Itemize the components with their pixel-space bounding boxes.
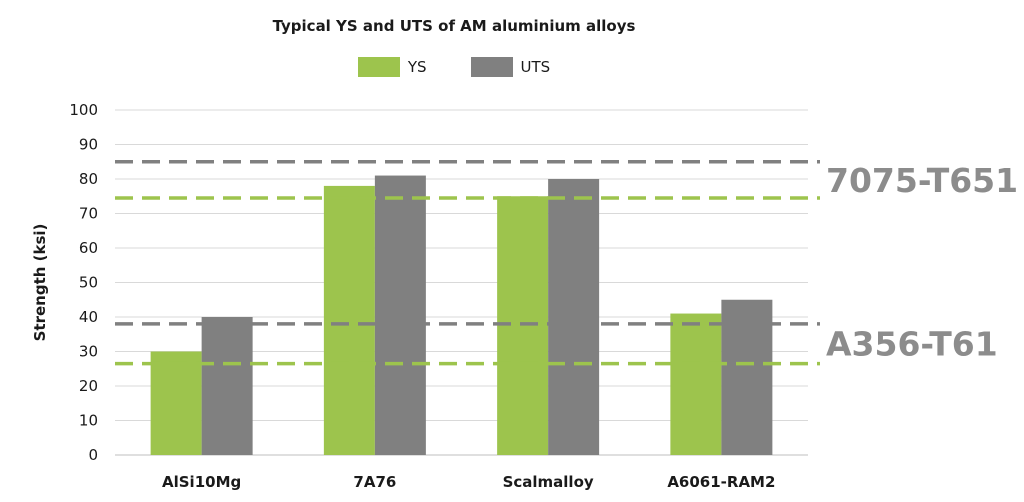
y-tick-label-70: 70 bbox=[79, 205, 98, 223]
legend: YS UTS bbox=[0, 57, 908, 77]
y-tick-label-20: 20 bbox=[79, 377, 98, 395]
y-axis-label: Strength (ksi) bbox=[31, 224, 49, 342]
legend-item-uts: UTS bbox=[470, 57, 551, 77]
y-tick-label-80: 80 bbox=[79, 170, 98, 188]
legend-swatch-ys bbox=[357, 57, 400, 77]
x-tick-label-7a76: 7A76 bbox=[353, 473, 396, 491]
bar-uts-scalmalloy bbox=[548, 179, 600, 455]
bar-ys-7a76 bbox=[323, 185, 375, 455]
y-tick-label-10: 10 bbox=[79, 412, 98, 430]
ref-label-a356-t61: A356-T61 bbox=[826, 325, 998, 364]
y-tick-label-40: 40 bbox=[79, 308, 98, 326]
x-tick-label-scalmalloy: Scalmalloy bbox=[503, 473, 594, 491]
chart-title: Typical YS and UTS of AM aluminium alloy… bbox=[272, 17, 636, 35]
y-tick-label-90: 90 bbox=[79, 136, 98, 154]
bar-uts-7a76 bbox=[374, 175, 426, 456]
legend-label-ys: YS bbox=[407, 58, 427, 76]
legend-label-uts: UTS bbox=[520, 58, 551, 76]
y-tick-label-0: 0 bbox=[88, 446, 98, 464]
legend-item-ys: YS bbox=[357, 57, 427, 77]
ref-label-7075-t651: 7075-T651 bbox=[826, 161, 1018, 200]
y-tick-label-100: 100 bbox=[69, 101, 98, 119]
y-tick-label-30: 30 bbox=[79, 343, 98, 361]
bar-ys-a6061-ram2 bbox=[670, 313, 722, 455]
bar-uts-alsi10mg bbox=[201, 317, 253, 455]
x-tick-label-alsi10mg: AlSi10Mg bbox=[162, 473, 241, 491]
legend-swatch-uts bbox=[470, 57, 513, 77]
x-tick-label-a6061-ram2: A6061-RAM2 bbox=[667, 473, 775, 491]
y-tick-label-60: 60 bbox=[79, 239, 98, 257]
y-tick-label-50: 50 bbox=[79, 274, 98, 292]
bar-ys-alsi10mg bbox=[150, 351, 202, 455]
